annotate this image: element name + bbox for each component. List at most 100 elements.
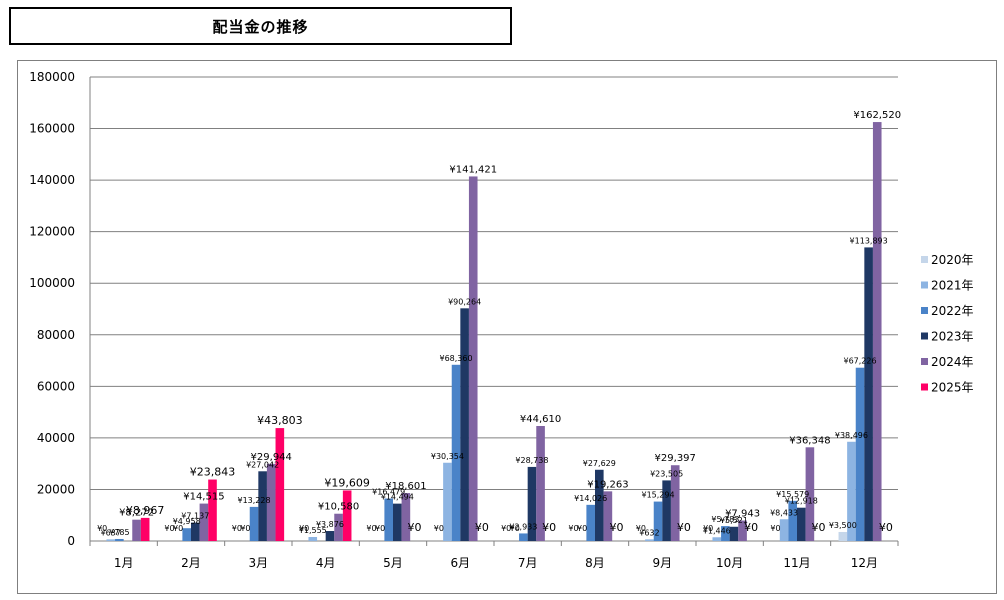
data-label: ¥4,958 (173, 517, 201, 526)
data-label: ¥29,944 (251, 452, 292, 463)
data-label: ¥0 (475, 521, 489, 534)
bar (670, 465, 680, 541)
bar (393, 503, 402, 541)
data-label: ¥7,943 (725, 509, 760, 520)
x-tick-label: 4月 (316, 556, 336, 570)
legend-label: 2024年 (931, 355, 974, 369)
data-label: ¥0 (510, 524, 520, 533)
data-label: ¥0 (366, 524, 376, 533)
data-label: ¥36,348 (789, 435, 830, 446)
chart-frame (17, 60, 997, 594)
bar (645, 539, 654, 541)
x-tick-label: 2月 (181, 556, 201, 570)
bar (519, 533, 528, 541)
bar (864, 247, 873, 541)
data-label: ¥23,505 (650, 469, 683, 478)
bar (805, 447, 815, 541)
data-label: ¥0 (636, 524, 646, 533)
data-label: ¥90,264 (448, 297, 481, 306)
bar (847, 441, 856, 541)
data-label: ¥14,515 (183, 492, 224, 503)
bar (797, 507, 806, 541)
data-label: ¥3,876 (316, 520, 344, 529)
data-label: ¥29,397 (655, 453, 696, 464)
bar (738, 520, 747, 541)
bar (258, 471, 267, 541)
y-tick-label: 80000 (37, 328, 75, 342)
y-tick-label: 140000 (29, 173, 75, 187)
data-label: ¥5,521 (720, 516, 748, 525)
data-label: ¥0 (375, 524, 385, 533)
data-label: ¥13,228 (237, 496, 270, 505)
data-label: ¥30,354 (431, 452, 464, 461)
bar (106, 539, 116, 541)
data-label: ¥23,843 (190, 466, 236, 479)
bar (266, 463, 276, 541)
data-label: ¥28,738 (515, 456, 548, 465)
data-label: ¥12,918 (785, 497, 818, 506)
bar (443, 462, 452, 541)
legend-swatch (921, 256, 928, 263)
x-tick-label: 10月 (716, 556, 743, 570)
data-label: ¥0 (577, 524, 587, 533)
data-label: ¥27,042 (246, 460, 279, 469)
data-label: ¥785 (109, 528, 129, 537)
y-tick-label: 180000 (29, 70, 75, 84)
data-label: ¥0 (744, 521, 758, 534)
bar (342, 490, 352, 541)
data-label: ¥10,580 (318, 502, 359, 513)
legend-label: 2022年 (931, 304, 974, 318)
data-label: ¥0 (770, 524, 780, 533)
bar (334, 513, 343, 541)
y-tick-label: 0 (67, 534, 75, 548)
bar (384, 498, 393, 541)
legend-label: 2023年 (931, 330, 974, 344)
data-label: ¥0 (164, 524, 174, 533)
bar (779, 519, 789, 541)
bar (838, 531, 848, 541)
y-tick-label: 120000 (29, 225, 75, 239)
data-label: ¥0 (408, 521, 422, 534)
y-tick-label: 60000 (37, 379, 75, 393)
bar (721, 526, 730, 541)
data-label: ¥0 (97, 524, 107, 533)
data-label: ¥15,294 (641, 491, 674, 500)
legend-swatch (921, 281, 928, 289)
data-label: ¥8,967 (126, 504, 165, 517)
data-label: ¥38,496 (835, 431, 868, 440)
bar (460, 308, 469, 541)
chart-title-box: 配当金の推移 (9, 7, 512, 45)
bar (653, 501, 663, 541)
data-label: ¥0 (232, 524, 242, 533)
bar (182, 528, 191, 541)
bar (249, 506, 259, 541)
bar (115, 538, 124, 541)
x-tick-label: 3月 (249, 556, 269, 570)
data-label: ¥3,500 (829, 521, 857, 530)
data-label: ¥0 (240, 524, 250, 533)
data-label: ¥0 (703, 524, 713, 533)
bar (468, 176, 478, 541)
data-label: ¥0 (434, 524, 444, 533)
data-label: ¥14,026 (574, 494, 607, 503)
bar (527, 466, 537, 541)
data-label: ¥162,520 (853, 110, 901, 121)
data-label: ¥0 (173, 524, 183, 533)
data-label: ¥0 (610, 521, 624, 534)
x-tick-label: 6月 (451, 556, 471, 570)
bar (595, 469, 604, 541)
data-label: ¥1,446 (703, 526, 731, 535)
data-label: ¥8,272 (119, 508, 154, 519)
chart-title: 配当金の推移 (212, 17, 309, 36)
bar (199, 503, 209, 541)
legend-swatch (921, 332, 928, 340)
data-label: ¥0 (299, 524, 309, 533)
bar (536, 426, 545, 541)
y-tick-label: 160000 (29, 122, 75, 136)
data-label: ¥67,226 (843, 357, 876, 366)
data-label: ¥5,783 (711, 515, 739, 524)
bar (872, 122, 882, 541)
y-tick-label: 20000 (37, 482, 75, 496)
data-label: ¥27,629 (583, 459, 616, 468)
